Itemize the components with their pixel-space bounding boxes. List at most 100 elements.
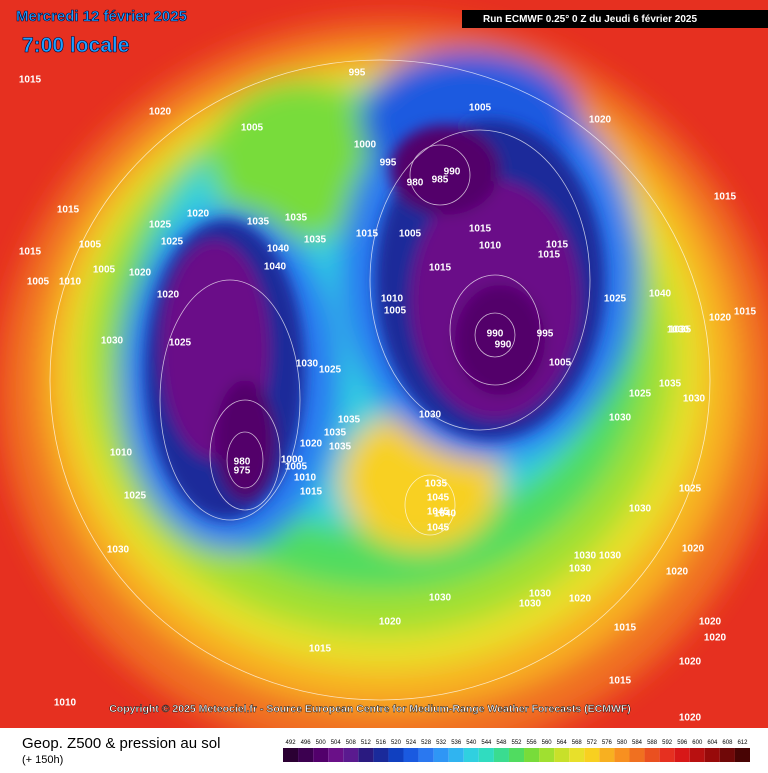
isobar-label: 1045 <box>427 493 450 504</box>
isobar-label: 1005 <box>241 123 264 134</box>
isobar-label: 1025 <box>604 294 627 305</box>
date: Mercredi 12 février 2025 <box>16 8 187 25</box>
color-cell <box>674 748 690 762</box>
color-cell <box>493 748 509 762</box>
scale-label: 596 <box>677 740 688 746</box>
isobar-label: 1005 <box>79 240 102 251</box>
copyright: Copyright © 2025 Meteociel.fr - Source E… <box>109 703 631 715</box>
isobar-label: 1015 <box>714 192 737 203</box>
isobar-label: 1010 <box>54 698 77 709</box>
isobar-label: 1020 <box>666 567 689 578</box>
scale-label: 496 <box>301 740 312 746</box>
color-cell <box>629 748 645 762</box>
isobar-label: 1015 <box>300 487 323 498</box>
scale-label: 536 <box>451 740 462 746</box>
color-cell <box>644 748 660 762</box>
scale-label: 548 <box>496 740 507 746</box>
color-cell <box>388 748 404 762</box>
legend-subtitle: (+ 150h) <box>22 754 63 766</box>
isobar-label: 1020 <box>300 439 323 450</box>
isobar-label: 1030 <box>667 325 690 336</box>
isobar-label: 1015 <box>614 623 637 634</box>
isobar-label: 1020 <box>704 633 727 644</box>
isobar-label: 1020 <box>679 713 702 724</box>
isobar-label: 1015 <box>469 224 492 235</box>
isobar-label: 1020 <box>699 617 722 628</box>
isobar-label: 1005 <box>285 462 308 473</box>
isobar-label: 1025 <box>629 389 652 400</box>
scale-label: 552 <box>511 740 522 746</box>
isobar-label: 1025 <box>679 484 702 495</box>
isobar-label: 1005 <box>549 358 572 369</box>
scale-label: 576 <box>602 740 613 746</box>
isobars <box>49 59 711 701</box>
scale-label: 500 <box>316 740 327 746</box>
isobar-label: 1025 <box>149 220 172 231</box>
isobar-label: 1020 <box>379 617 402 628</box>
isobar-label: 990 <box>444 167 461 178</box>
color-cell <box>508 748 525 762</box>
scale-label: 588 <box>647 740 658 746</box>
isobar-label: 1010 <box>110 448 133 459</box>
isobar-label: 1045 <box>427 507 450 518</box>
scale-label: 572 <box>587 740 598 746</box>
color-cell <box>433 748 449 762</box>
scale-label: 512 <box>361 740 372 746</box>
color-cell <box>659 748 675 762</box>
isobar-label: 990 <box>487 329 504 340</box>
isobar-label: 1025 <box>319 365 342 376</box>
scale-label: 604 <box>707 740 718 746</box>
isobar-label: 980 <box>407 178 424 189</box>
isobar-label: 1035 <box>338 415 361 426</box>
isobar-label: 1035 <box>247 217 270 228</box>
isobar-label: 1015 <box>734 307 757 318</box>
scale-label: 592 <box>662 740 673 746</box>
isobar-label: 1040 <box>649 289 672 300</box>
isobar-label: 1030 <box>519 599 542 610</box>
isobar-label: 1005 <box>399 229 422 240</box>
color-cell <box>704 748 720 762</box>
isobar-label: 1010 <box>59 277 82 288</box>
isobar-label: 1030 <box>569 564 592 575</box>
isobar-label: 1040 <box>434 509 457 520</box>
isobar-label: 995 <box>380 158 397 169</box>
isobar-label: 1030 <box>683 394 706 405</box>
isobar-label: 1030 <box>599 551 622 562</box>
geopotential-field <box>0 20 768 760</box>
color-cell <box>734 748 750 762</box>
scale-label: 568 <box>572 740 583 746</box>
isobar-label: 1035 <box>425 479 448 490</box>
isobar-label: 1030 <box>529 589 552 600</box>
scale-label: 608 <box>722 740 733 746</box>
isobar-label: 1005 <box>93 265 116 276</box>
isobar-label: 1025 <box>124 491 147 502</box>
run-box <box>462 10 768 28</box>
scale-label: 580 <box>617 740 628 746</box>
isobar-label: 1020 <box>157 290 180 301</box>
isobar-label: 1010 <box>294 473 317 484</box>
isobar-label: 1005 <box>27 277 50 288</box>
isobar-label: 1020 <box>679 657 702 668</box>
color-cell <box>599 748 615 762</box>
color-cell <box>569 748 585 762</box>
color-cell <box>343 748 359 762</box>
scale-label: 540 <box>466 740 477 746</box>
isobar-label: 1030 <box>107 545 130 556</box>
isobar-label: 1035 <box>324 428 347 439</box>
color-cell <box>283 748 299 762</box>
isobar-label: 1020 <box>682 544 705 555</box>
isobar-label: 1030 <box>296 359 319 370</box>
isobar-label: 975 <box>234 466 251 477</box>
isobar-label: 1015 <box>538 250 561 261</box>
color-cell <box>358 748 374 762</box>
scale-label: 524 <box>406 740 417 746</box>
color-cell <box>584 748 600 762</box>
isobar-label: 1035 <box>304 235 327 246</box>
color-cell <box>478 748 494 762</box>
scale-label: 544 <box>481 740 492 746</box>
lows <box>145 120 605 520</box>
isobar-label: 1035 <box>285 213 308 224</box>
isobar-label: 1030 <box>574 551 597 562</box>
run-info: Run ECMWF 0.25° 0 Z du Jeudi 6 février 2… <box>483 14 698 25</box>
